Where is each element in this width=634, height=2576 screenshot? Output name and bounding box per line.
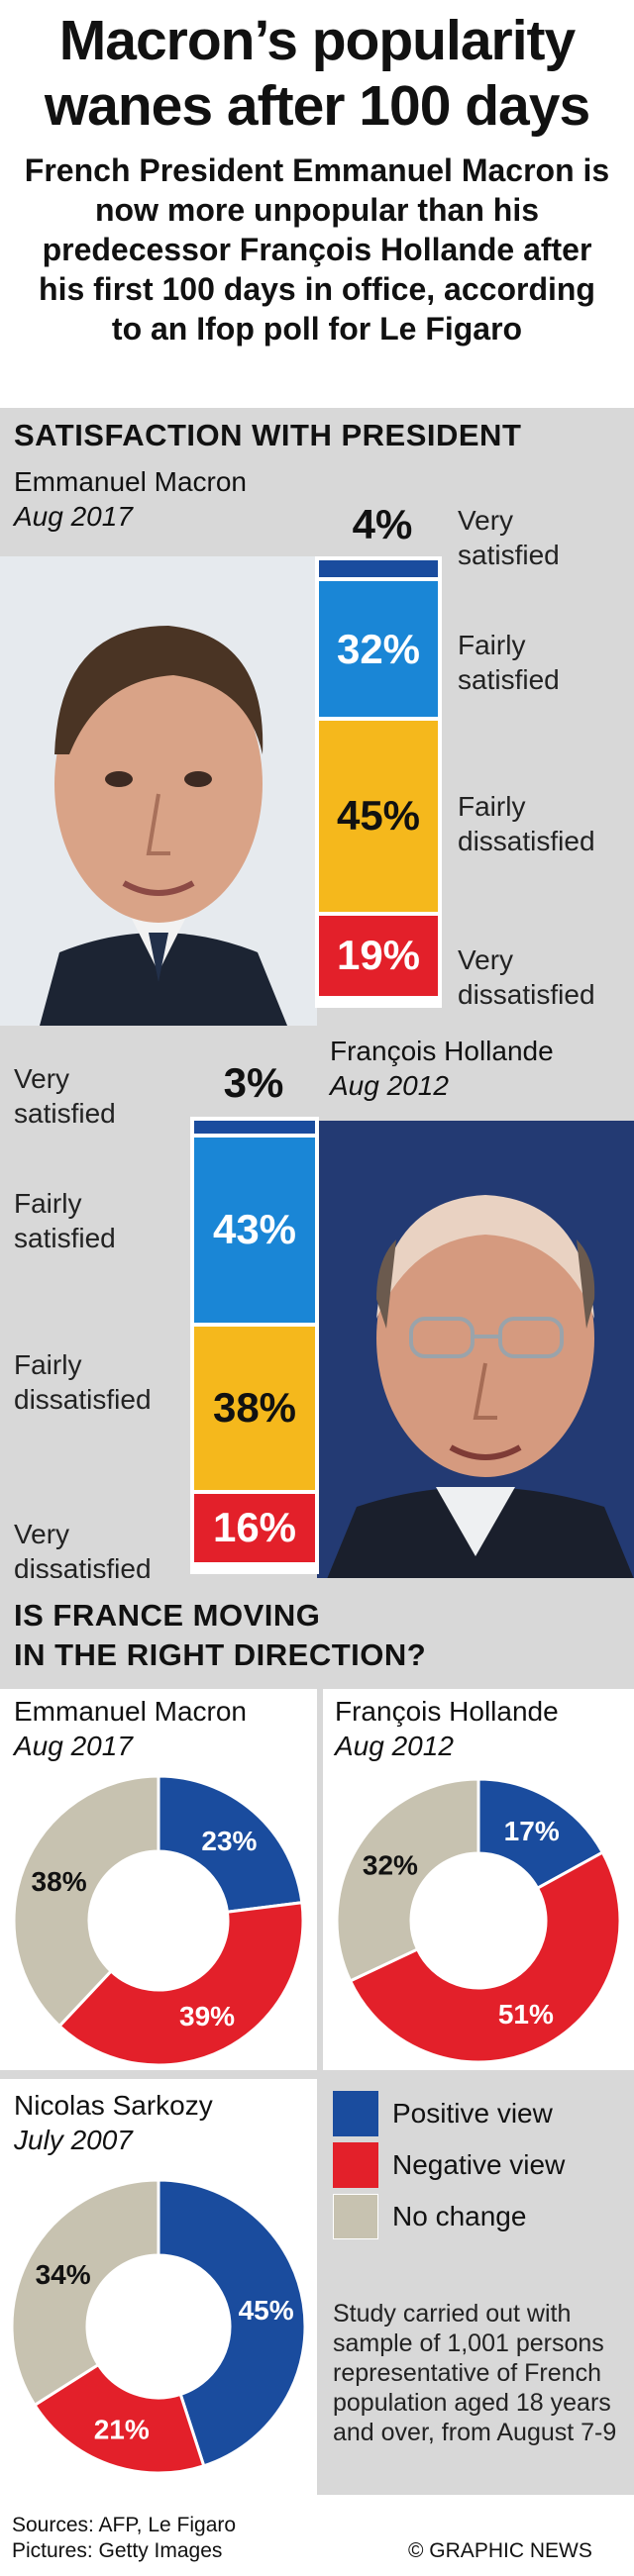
macron-direction-positive-slice bbox=[157, 1774, 304, 1914]
macron-very-dissatisfied-value: 19% bbox=[336, 932, 421, 979]
hollande-fairly-dissatisfied-bar: 38% bbox=[194, 1326, 315, 1490]
macron-name: Emmanuel Macron bbox=[14, 466, 247, 497]
macron-very-dissatisfied-bar: 19% bbox=[319, 915, 438, 996]
sarkozy-direction-positive-slice bbox=[157, 2178, 307, 2468]
legend-positive: Positive view bbox=[333, 2091, 553, 2136]
hollande-direction-donut: 17% 51% 32% bbox=[335, 1777, 622, 2064]
hollande-fairly-satisfied-value: 43% bbox=[212, 1206, 297, 1253]
hollande-photo bbox=[317, 1121, 634, 1579]
macron-portrait-image bbox=[0, 556, 317, 1026]
hollande-name: François Hollande bbox=[330, 1036, 554, 1066]
macron-fairly-satisfied-value: 32% bbox=[336, 625, 421, 672]
section-heading-satisfaction: SATISFACTION WITH PRESIDENT bbox=[14, 418, 522, 452]
hollande-date: Aug 2012 bbox=[330, 1070, 449, 1101]
headline: Macron’s popularity wanes after 100 days bbox=[0, 8, 634, 139]
macron-very-satisfied-bar bbox=[319, 560, 438, 578]
hollande-very-satisfied-value: 3% bbox=[223, 1059, 284, 1106]
macron-direction-negative-slice bbox=[56, 1901, 305, 2067]
hollande-satisfaction-stack: 43% 38% 16% bbox=[190, 1117, 319, 1574]
hollande-direction-negative-value: 51% bbox=[498, 1999, 554, 2030]
legend-negative-label: Negative view bbox=[392, 2149, 566, 2180]
hollande-portrait-image bbox=[317, 1121, 634, 1579]
donut-hollande-date: Aug 2012 bbox=[335, 1731, 454, 1761]
hollande-fairly-satisfied-bar: 43% bbox=[194, 1138, 315, 1323]
section-heading-direction: IS FRANCE MOVING IN THE RIGHT DIRECTION? bbox=[14, 1598, 427, 1672]
macron-label-fairly-dissatisfied: Fairly dissatisfied bbox=[458, 791, 595, 856]
donut-macron-date: Aug 2017 bbox=[14, 1731, 133, 1761]
hollande-direction-negative-slice bbox=[348, 1850, 622, 2064]
hollande-label-very-satisfied: Very satisfied bbox=[14, 1063, 116, 1129]
macron-direction-donut: 23% 39% 38% bbox=[12, 1774, 305, 2067]
donut-macron-name: Emmanuel Macron bbox=[14, 1696, 247, 1727]
legend: Positive view Negative view No change St… bbox=[323, 2079, 634, 2495]
sarkozy-direction-negative-value: 21% bbox=[94, 2414, 150, 2444]
hollande-direction-no-change-value: 32% bbox=[363, 1849, 418, 1880]
macron-direction-positive-value: 23% bbox=[201, 1826, 257, 1856]
hollande-label-fairly-satisfied: Fairly satisfied bbox=[14, 1188, 116, 1253]
macron-fairly-dissatisfied-value: 45% bbox=[336, 792, 421, 840]
macron-fairly-dissatisfied-bar: 45% bbox=[319, 721, 438, 912]
legend-negative: Negative view bbox=[333, 2142, 565, 2188]
macron-photo bbox=[0, 556, 317, 1026]
graphic-news-credit: © GRAPHIC NEWS bbox=[408, 2539, 592, 2562]
legend-no-change: No change bbox=[333, 2194, 526, 2239]
hollande-very-dissatisfied-value: 16% bbox=[212, 1504, 297, 1551]
macron-very-satisfied-value: 4% bbox=[352, 501, 413, 547]
pictures-credit: Pictures: Getty Images bbox=[12, 2539, 223, 2562]
hollande-label-very-dissatisfied: Very dissatisfied bbox=[14, 1519, 152, 1584]
macron-date: Aug 2017 bbox=[14, 501, 133, 532]
sources: Sources: AFP, Le Figaro bbox=[12, 2514, 237, 2536]
sarkozy-direction-no-change-slice bbox=[10, 2178, 160, 2408]
donut-sarkozy-name: Nicolas Sarkozy bbox=[14, 2090, 213, 2121]
hollande-direction-no-change-slice bbox=[335, 1777, 480, 1983]
hollande-label-fairly-dissatisfied: Fairly dissatisfied bbox=[14, 1349, 152, 1415]
macron-direction-no-change-value: 38% bbox=[32, 1866, 87, 1897]
hollande-direction-positive-value: 17% bbox=[504, 1816, 560, 1846]
subtitle: French President Emmanuel Macron is now … bbox=[24, 152, 610, 347]
sarkozy-direction-donut: 45% 21% 34% bbox=[10, 2178, 307, 2475]
headline-line-2: wanes after 100 days bbox=[44, 74, 590, 138]
hollande-fairly-dissatisfied-value: 38% bbox=[212, 1384, 297, 1432]
study-note: Study carried out with sample of 1,001 p… bbox=[333, 2300, 617, 2446]
legend-no-change-label: No change bbox=[392, 2201, 527, 2231]
macron-fairly-satisfied-bar: 32% bbox=[319, 581, 438, 718]
sarkozy-direction-positive-value: 45% bbox=[239, 2295, 294, 2326]
macron-direction-no-change-slice bbox=[12, 1774, 160, 2029]
legend-positive-swatch bbox=[333, 2091, 378, 2136]
macron-label-very-satisfied: Very satisfied bbox=[458, 505, 560, 570]
legend-negative-swatch bbox=[333, 2142, 378, 2188]
hollande-very-satisfied-bar bbox=[194, 1121, 315, 1135]
macron-label-very-dissatisfied: Very dissatisfied bbox=[458, 944, 595, 1010]
donut-hollande-name: François Hollande bbox=[335, 1696, 559, 1727]
sarkozy-direction-negative-slice bbox=[32, 2362, 206, 2475]
macron-direction-negative-value: 39% bbox=[179, 2001, 235, 2031]
donut-sarkozy-date: July 2007 bbox=[14, 2125, 133, 2155]
headline-line-1: Macron’s popularity bbox=[58, 9, 576, 72]
hollande-very-dissatisfied-bar: 16% bbox=[194, 1493, 315, 1562]
hollande-direction-positive-slice bbox=[476, 1777, 605, 1891]
legend-no-change-swatch bbox=[333, 2194, 378, 2239]
sarkozy-direction-no-change-value: 34% bbox=[36, 2259, 91, 2290]
legend-positive-label: Positive view bbox=[392, 2098, 553, 2129]
macron-satisfaction-stack: 32% 45% 19% bbox=[315, 556, 442, 1008]
macron-label-fairly-satisfied: Fairly satisfied bbox=[458, 630, 560, 695]
